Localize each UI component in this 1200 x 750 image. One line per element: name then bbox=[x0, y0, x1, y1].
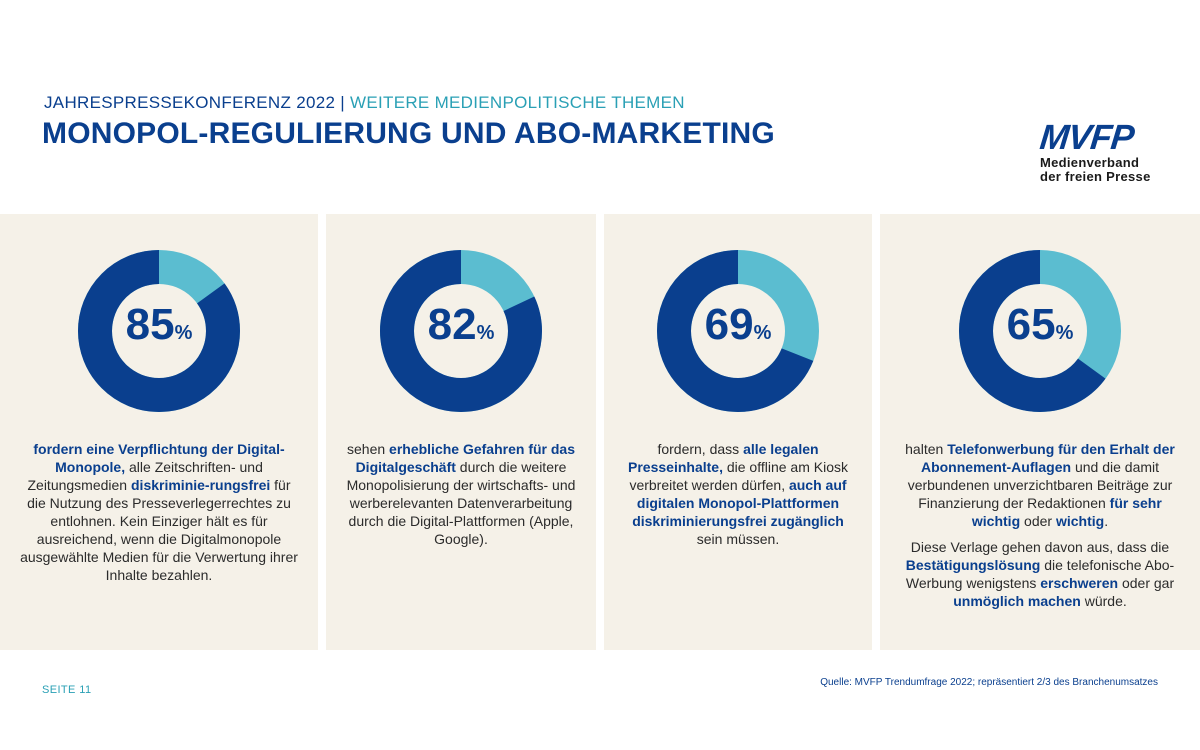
logo-mark: MVFP bbox=[1038, 118, 1136, 157]
page-title: MONOPOL-REGULIERUNG UND ABO-MARKETING bbox=[42, 117, 775, 150]
description-paragraph: Diese Verlage gehen davon aus, dass die … bbox=[898, 538, 1182, 610]
donut-svg-3 bbox=[657, 250, 819, 412]
donut-arc-4 bbox=[959, 250, 1121, 412]
body-text: oder bbox=[1020, 513, 1056, 529]
description-paragraph: fordern eine Verpflichtung der Digital-M… bbox=[18, 440, 300, 584]
emphasis-text: Bestätigungslösung bbox=[905, 557, 1041, 573]
description-paragraph: sehen erhebliche Gefahren für das Digita… bbox=[344, 440, 578, 548]
body-text: die offline am Kiosk verbreitet werden d… bbox=[629, 459, 848, 493]
body-text: durch die weitere Monopolisierung der wi… bbox=[346, 459, 576, 547]
description-paragraph: fordern, dass alle legalen Presseinhalte… bbox=[622, 440, 854, 548]
stat-panel-2: 82% sehen erhebliche Gefahren für das Di… bbox=[326, 214, 596, 650]
emphasis-text: unmöglich machen bbox=[953, 593, 1081, 609]
logo-line-1: Medienverband bbox=[1040, 155, 1140, 170]
donut-arc-3 bbox=[657, 250, 819, 412]
description-paragraph: halten Telefonwerbung für den Erhalt der… bbox=[898, 440, 1182, 530]
stat-panel-3: 69% fordern, dass alle legalen Presseinh… bbox=[604, 214, 872, 650]
donut-chart-2: 82% bbox=[380, 250, 542, 412]
panel-description-1: fordern eine Verpflichtung der Digital-M… bbox=[18, 440, 300, 592]
body-text: oder gar bbox=[1118, 575, 1175, 591]
donut-chart-4: 65% bbox=[959, 250, 1121, 412]
emphasis-text: Telefonwerbung für den Erhalt der Abonne… bbox=[920, 441, 1175, 475]
stat-panel-1: 85% fordern eine Verpflichtung der Digit… bbox=[0, 214, 318, 650]
panel-description-4: halten Telefonwerbung für den Erhalt der… bbox=[898, 440, 1182, 618]
donut-arc-1 bbox=[78, 250, 240, 412]
body-text: würde. bbox=[1080, 593, 1127, 609]
percent-sign-2: % bbox=[476, 322, 495, 344]
percent-sign-3: % bbox=[753, 322, 772, 344]
donut-svg-1 bbox=[78, 250, 240, 412]
body-text: fordern, dass bbox=[657, 441, 744, 457]
header-kicker: JAHRESPRESSEKONFERENZ 2022 | WEITERE MED… bbox=[44, 93, 685, 113]
percent-label-1: 85% bbox=[78, 300, 240, 350]
emphasis-text: fordern eine Verpflichtung der Digital-M… bbox=[33, 441, 285, 475]
panel-description-2: sehen erhebliche Gefahren für das Digita… bbox=[344, 440, 578, 556]
body-text: alle Zeitschriften- und Zeitungsmedien bbox=[27, 459, 263, 493]
donut-svg-4 bbox=[959, 250, 1121, 412]
emphasis-text: alle legalen Presseinhalte, bbox=[628, 441, 819, 475]
emphasis-text: erschweren bbox=[1040, 575, 1119, 591]
percent-value-1: 85 bbox=[125, 300, 175, 349]
emphasis-text: für sehr wichtig bbox=[971, 495, 1162, 529]
emphasis-text: erhebliche Gefahren für das Digitalgesch… bbox=[355, 441, 575, 475]
emphasis-text: diskriminie-rungsfrei bbox=[131, 477, 271, 493]
body-text: und die damit verbundenen unverzichtbare… bbox=[907, 459, 1173, 511]
donut-arc-2 bbox=[380, 250, 542, 412]
percent-value-4: 65 bbox=[1006, 300, 1056, 349]
panel-description-3: fordern, dass alle legalen Presseinhalte… bbox=[622, 440, 854, 556]
body-text: sein müssen. bbox=[696, 531, 780, 547]
percent-label-4: 65% bbox=[959, 300, 1121, 350]
stat-panel-4: 65% halten Telefonwerbung für den Erhalt… bbox=[880, 214, 1200, 650]
source-note: Quelle: MVFP Trendumfrage 2022; repräsen… bbox=[820, 677, 1158, 688]
donut-chart-1: 85% bbox=[78, 250, 240, 412]
donut-svg-2 bbox=[380, 250, 542, 412]
percent-sign-4: % bbox=[1055, 322, 1074, 344]
logo-line-2: der freien Presse bbox=[1040, 169, 1151, 184]
percent-value-2: 82 bbox=[427, 300, 477, 349]
body-text: sehen bbox=[347, 441, 390, 457]
emphasis-text: auch auf digitalen Monopol-Plattformen d… bbox=[632, 477, 847, 529]
mvfp-logo: MVFP Medienverband der freien Presse bbox=[1038, 118, 1170, 184]
donut-chart-3: 69% bbox=[657, 250, 819, 412]
body-text: . bbox=[1104, 513, 1109, 529]
page-number: SEITE 11 bbox=[42, 684, 92, 696]
kicker-event: JAHRESPRESSEKONFERENZ 2022 | bbox=[44, 93, 345, 112]
percent-label-2: 82% bbox=[380, 300, 542, 350]
percent-value-3: 69 bbox=[704, 300, 754, 349]
emphasis-text: wichtig bbox=[1055, 513, 1105, 529]
percent-sign-1: % bbox=[174, 322, 193, 344]
percent-label-3: 69% bbox=[657, 300, 819, 350]
body-text: halten bbox=[905, 441, 948, 457]
body-text: die telefonische Abo-Werbung wenigstens bbox=[905, 557, 1175, 591]
kicker-topic: WEITERE MEDIENPOLITISCHE THEMEN bbox=[350, 93, 685, 112]
body-text: Diese Verlage gehen davon aus, dass die bbox=[910, 539, 1170, 555]
body-text: für die Nutzung des Presseverlegerrechte… bbox=[20, 477, 298, 583]
